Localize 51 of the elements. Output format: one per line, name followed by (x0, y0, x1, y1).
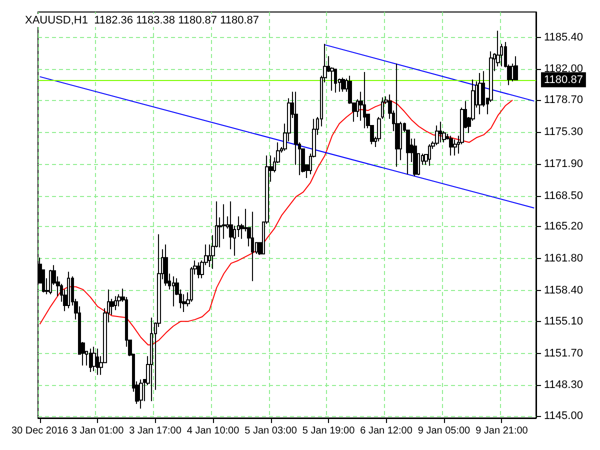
y-tick-label: 1155.10 (544, 315, 583, 328)
candlestick (164, 244, 168, 286)
y-tick-label: 1168.50 (544, 190, 583, 202)
candlestick (67, 271, 70, 309)
ref-line-label: 1180.87 (544, 74, 583, 86)
candlestick (453, 139, 457, 156)
candlestick (96, 348, 99, 376)
y-tick-label: 1182.00 (544, 63, 583, 76)
chart-title: XAUUSD,H1 1182.36 1183.38 1180.87 1180.87 (25, 14, 260, 26)
x-tick-label: 3 Jan 17:00 (129, 426, 182, 436)
candlestick (251, 211, 254, 282)
candlestick (439, 121, 442, 143)
line-series (39, 100, 514, 346)
candlestick (496, 30, 500, 67)
candlestick (182, 294, 186, 313)
candlestick (449, 135, 453, 156)
candlestick (114, 296, 117, 311)
y-tick-label: 1148.30 (544, 379, 583, 392)
candlestick (428, 144, 431, 166)
x-tick-label: 9 Jan 05:00 (418, 426, 471, 436)
y-tick-label: 1178.70 (544, 94, 583, 106)
candlestick (341, 77, 345, 92)
x-tick-label: 4 Jan 10:00 (186, 426, 240, 436)
y-tick-label: 1161.80 (544, 252, 583, 265)
x-tick-label: 5 Jan 03:00 (244, 426, 298, 436)
candlestick (92, 346, 96, 372)
candlestick (89, 348, 92, 373)
candlestick (413, 138, 417, 177)
x-tick-label: 9 Jan 21:00 (476, 426, 528, 436)
candlestick (435, 124, 439, 146)
x-tick-label: 30 Dec 2016 (11, 426, 69, 436)
x-tick-label: 5 Jan 19:00 (302, 426, 356, 436)
y-tick-label: 1185.40 (544, 31, 583, 44)
y-tick-label: 1165.20 (544, 220, 583, 233)
x-tick-label: 3 Jan 01:00 (71, 426, 124, 436)
candlestick (334, 68, 337, 94)
y-tick-label: 1151.70 (544, 347, 583, 360)
y-tick-label: 1175.30 (544, 126, 583, 138)
candlestick (172, 276, 175, 307)
candlestick (49, 269, 52, 295)
candlestick (395, 63, 399, 168)
candlestick (150, 317, 153, 402)
candlestick (197, 262, 200, 279)
candlestick (514, 56, 518, 80)
x-tick-label: 6 Jan 12:00 (360, 426, 413, 436)
y-tick-label: 1158.40 (544, 284, 583, 296)
candlestick (478, 72, 482, 115)
y-tick-label: 1145.00 (544, 410, 583, 422)
candlestick (139, 379, 143, 410)
candlestick (363, 72, 366, 129)
y-tick-label: 1171.90 (544, 158, 583, 170)
